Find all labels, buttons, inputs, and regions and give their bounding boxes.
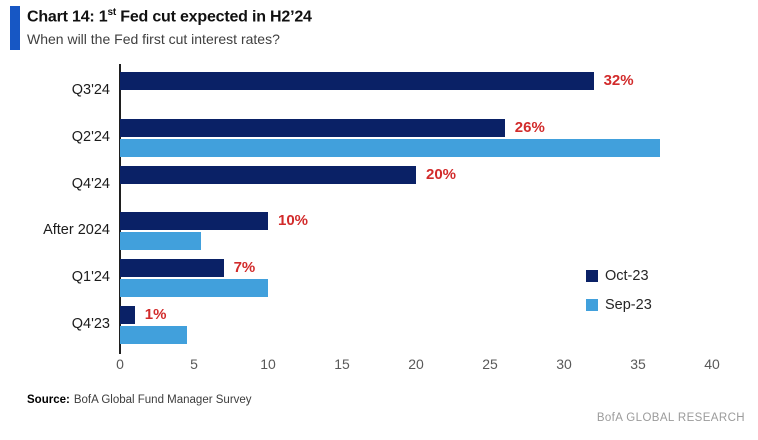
category-label-5: Q4'23 xyxy=(71,316,110,332)
bar-sep-23-1 xyxy=(120,138,661,157)
source-label: Source: xyxy=(27,394,70,406)
legend-label-oct-23: Oct-23 xyxy=(605,268,649,284)
bar-oct-23-0 xyxy=(120,72,594,90)
source-text: BofA Global Fund Manager Survey xyxy=(73,394,252,406)
title-accent-bar xyxy=(10,6,20,50)
y-axis-line xyxy=(119,64,121,354)
x-tick-label-35: 35 xyxy=(630,356,646,372)
value-label-5: 1% xyxy=(144,306,167,323)
category-label-2: Q4'24 xyxy=(71,175,110,192)
value-label-4: 7% xyxy=(233,259,256,277)
bar-oct-23-2 xyxy=(120,165,416,184)
legend-swatch-oct-23 xyxy=(586,270,598,282)
x-tick-label-10: 10 xyxy=(260,356,276,372)
chart-title-text-rest: Fed cut expected in H2’24 xyxy=(116,8,312,26)
bar-sep-23-5 xyxy=(120,326,187,344)
value-label-3: 10% xyxy=(278,212,309,230)
bar-oct-23-4 xyxy=(120,259,224,278)
chart-title-superscript: st xyxy=(107,7,117,18)
x-tick-label-30: 30 xyxy=(556,356,572,372)
bar-sep-23-3 xyxy=(120,232,202,251)
x-tick-label-40: 40 xyxy=(704,356,720,372)
value-label-2: 20% xyxy=(426,165,457,183)
legend: Oct-23 Sep-23 xyxy=(586,268,652,326)
chart-title-text: Chart 14: 1 xyxy=(27,8,108,26)
legend-item-sep-23: Sep-23 xyxy=(586,297,652,313)
brand-line: BofA GLOBAL RESEARCH xyxy=(596,412,745,424)
plot-area: Q3'24 32% Q2'24 26% Q4'24 20% After 2024 10% Q1'… xyxy=(0,60,758,390)
chart-subtitle: When will the Fed first cut interest rat… xyxy=(27,31,280,47)
value-label-0: 32% xyxy=(603,72,634,89)
source-line: Source: BofA Global Fund Manager Survey xyxy=(27,394,252,406)
category-label-3: After 2024 xyxy=(43,222,110,239)
x-tick-label-20: 20 xyxy=(408,356,424,372)
x-tick-label-0: 0 xyxy=(116,356,124,372)
legend-item-oct-23: Oct-23 xyxy=(586,268,652,284)
category-label-1: Q2'24 xyxy=(71,128,110,145)
category-label-4: Q1'24 xyxy=(71,269,110,286)
value-label-1: 26% xyxy=(514,118,545,136)
x-tick-label-25: 25 xyxy=(482,356,498,372)
bar-oct-23-5 xyxy=(120,306,135,324)
legend-swatch-sep-23 xyxy=(586,299,598,311)
chart-title: Chart 14: 1st Fed cut expected in H2’24 xyxy=(27,7,312,26)
legend-label-sep-23: Sep-23 xyxy=(605,297,652,313)
bar-sep-23-4 xyxy=(120,279,268,298)
x-tick-label-5: 5 xyxy=(190,356,198,372)
category-label-0: Q3'24 xyxy=(71,82,110,98)
bar-oct-23-3 xyxy=(120,212,268,231)
x-tick-label-15: 15 xyxy=(334,356,350,372)
bar-oct-23-1 xyxy=(120,118,505,137)
